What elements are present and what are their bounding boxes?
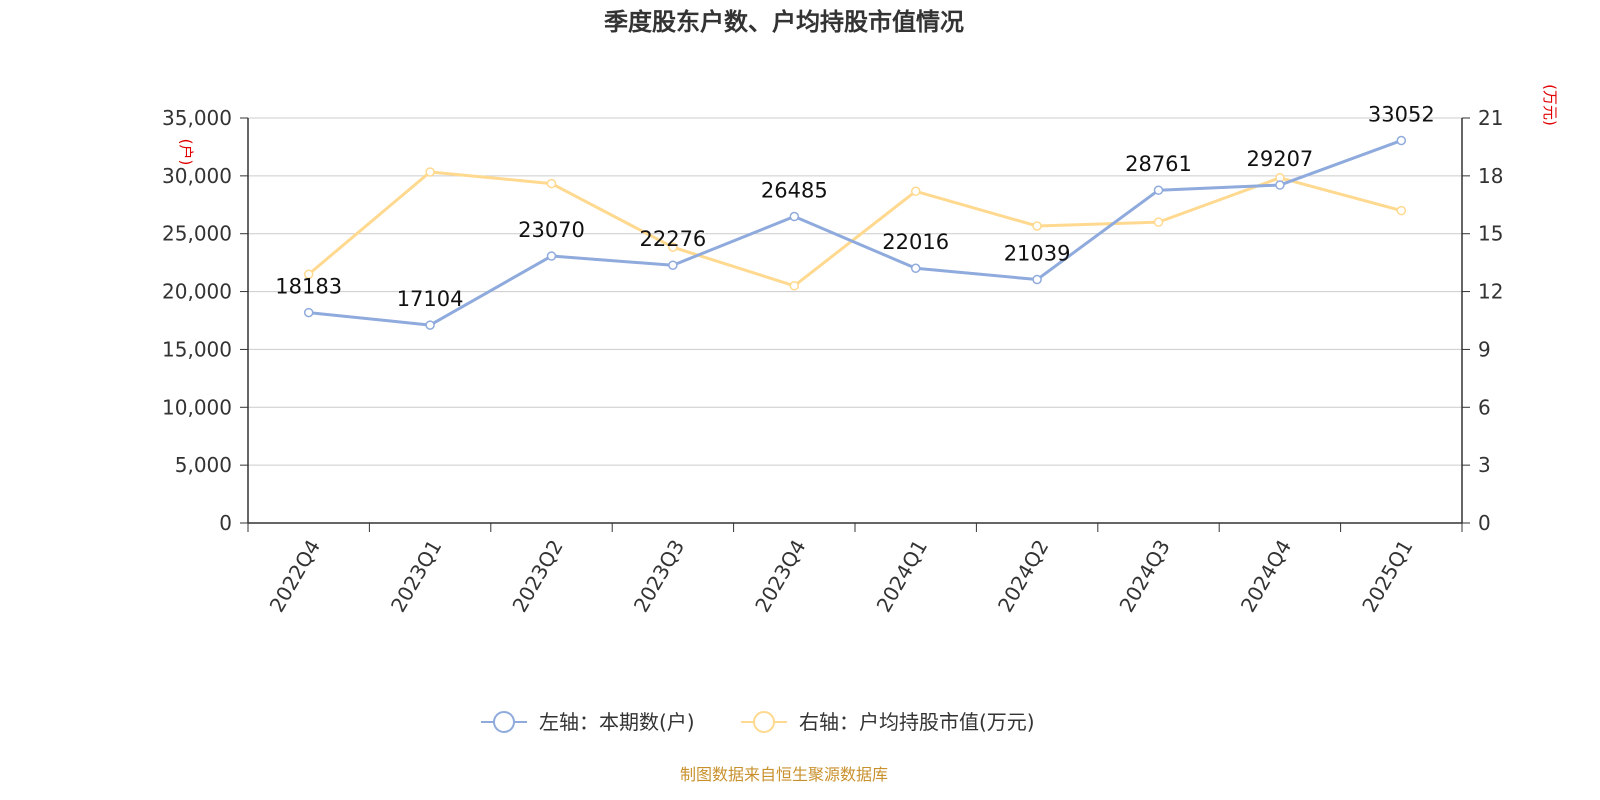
data-label: 23070 [518, 218, 585, 242]
series [303, 135, 1407, 330]
data-point-avg-value [303, 269, 314, 279]
data-point-holders [425, 320, 435, 330]
left-axis-tick-label: 5,000 [175, 453, 232, 477]
data-point-holders [910, 263, 921, 273]
data-label: 29207 [1246, 147, 1313, 171]
data-labels: 18183 17104 23070 22276 26485 22016 21039 28761… [275, 103, 1434, 312]
series-line-avg-value [307, 170, 1402, 288]
data-source-note: 制图数据来自恒生聚源数据库 [680, 765, 888, 784]
data-point-avg-value [789, 281, 800, 291]
right-axis-tick-label: 15 [1478, 222, 1503, 246]
x-axis-tick-label: 2023Q2 [507, 536, 567, 617]
data-point-holders [546, 251, 557, 261]
legend-label-right: 右轴：户均持股市值(万元) [799, 710, 1035, 734]
right-axis-tick-label: 3 [1478, 453, 1491, 477]
chart-title: 季度股东户数、户均持股市值情况 [604, 8, 964, 36]
data-point-holders [1153, 185, 1164, 195]
x-axis-tick-label: 2023Q3 [629, 536, 689, 617]
right-axis-tick-label: 12 [1478, 280, 1503, 304]
data-point-avg-value [1396, 205, 1407, 216]
legend-swatch-marker [753, 711, 775, 733]
left-axis-tick-label: 15,000 [162, 337, 232, 361]
data-label: 22016 [882, 230, 949, 254]
left-axis-tick-label: 30,000 [162, 164, 232, 188]
right-axis-tick-label: 18 [1478, 164, 1503, 188]
right-axis-tick-label: 0 [1478, 511, 1491, 535]
x-axis-tick-label: 2025Q1 [1357, 536, 1417, 617]
left-axis-tick-label: 25,000 [162, 222, 232, 246]
data-label: 33052 [1368, 103, 1435, 127]
data-label: 21039 [1004, 242, 1071, 266]
data-label: 18183 [275, 275, 342, 299]
right-axis-tick-label: 21 [1478, 106, 1503, 130]
data-point-avg-value [668, 242, 678, 252]
legend-label-left: 左轴：本期数(户) [539, 710, 695, 734]
left-axis-unit: (户) [177, 139, 195, 166]
x-axis-tick-label: 2024Q1 [872, 536, 932, 617]
data-label: 26485 [761, 179, 828, 203]
x-axis-tick-label: 2024Q2 [993, 536, 1053, 617]
x-axis-tick-label: 2022Q4 [265, 536, 325, 617]
right-axis-tick-label: 6 [1478, 395, 1491, 419]
legend-item-right[interactable]: 右轴：户均持股市值(万元) [741, 710, 1035, 734]
right-axis-tick-label: 9 [1478, 337, 1491, 361]
legend-swatch-marker [493, 711, 515, 733]
data-point-holders [789, 211, 800, 222]
x-axis-tick-label: 2024Q4 [1236, 536, 1296, 617]
left-axis-tick-label: 35,000 [162, 106, 232, 130]
series-line-holders [308, 139, 1402, 327]
data-point-avg-value [425, 167, 435, 177]
data-label: 22276 [639, 227, 706, 251]
data-point-holders [303, 307, 314, 318]
x-axis-tick-label: 2023Q4 [750, 536, 810, 617]
x-axis-tick-label: 2023Q1 [386, 536, 446, 617]
right-axis-unit: (万元) [1541, 84, 1559, 126]
data-label: 17104 [397, 287, 464, 311]
legend-item-left[interactable]: 左轴：本期数(户) [481, 710, 695, 734]
x-axis-tick-label: 2024Q3 [1114, 536, 1174, 617]
grid-lines [248, 117, 1462, 466]
left-axis-tick-label: 0 [219, 511, 232, 535]
data-point-holders [668, 260, 678, 270]
left-axis-tick-label: 10,000 [162, 395, 232, 419]
data-point-avg-value [1153, 217, 1164, 227]
data-point-avg-value [910, 186, 921, 197]
data-point-holders [1396, 135, 1407, 146]
left-axis-tick-label: 20,000 [162, 280, 232, 304]
data-point-avg-value [1032, 221, 1042, 231]
data-point-holders [1275, 180, 1285, 190]
data-point-avg-value [546, 178, 557, 189]
data-point-holders [1032, 274, 1042, 285]
data-label: 28761 [1125, 152, 1192, 176]
legend[interactable]: 左轴：本期数(户) 右轴：户均持股市值(万元) [481, 710, 1035, 734]
